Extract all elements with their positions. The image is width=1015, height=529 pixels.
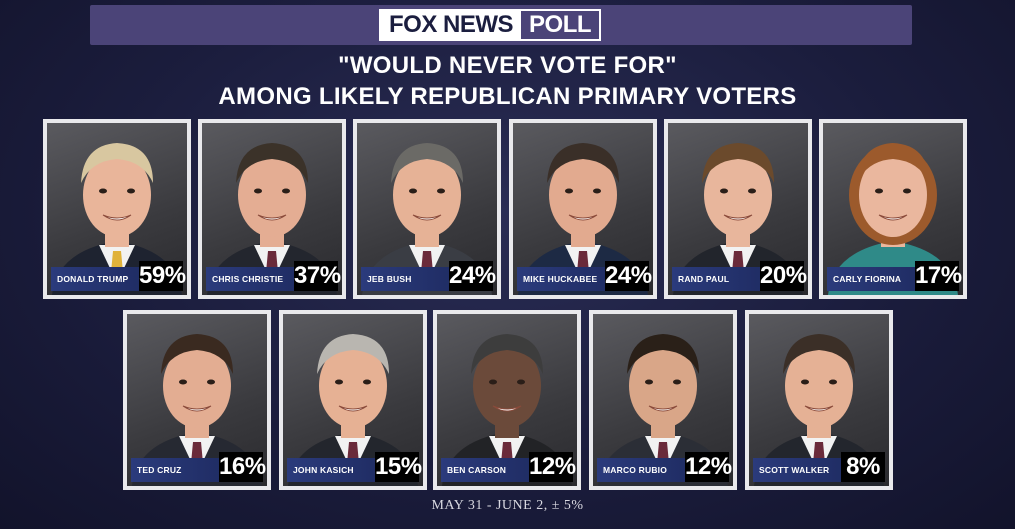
candidate-photo: CHRIS CHRISTIE 37% [202, 123, 342, 295]
candidate-percent: 20% [760, 261, 807, 291]
candidate-percent: 12% [685, 452, 732, 482]
candidate-photo: DONALD TRUMP 59% [47, 123, 187, 295]
candidate-card: CARLY FIORINA 17% [819, 119, 967, 299]
candidate-photo: BEN CARSON 12% [437, 314, 577, 486]
candidate-card: TED CRUZ 16% [123, 310, 271, 490]
candidate-card: JEB BUSH 24% [353, 119, 501, 299]
candidate-percent: 24% [449, 261, 496, 291]
candidate-photo: MARCO RUBIO 12% [593, 314, 733, 486]
candidate-name: SCOTT WALKER [753, 458, 849, 482]
candidate-percent: 15% [375, 452, 422, 482]
candidate-card: MIKE HUCKABEE 24% [509, 119, 657, 299]
candidate-portrait [442, 334, 572, 486]
candidate-percent: 17% [915, 261, 962, 291]
poll-date-margin: MAY 31 - JUNE 2, ± 5% [431, 498, 584, 513]
candidate-percent: 8% [841, 452, 885, 482]
candidate-photo: TED CRUZ 16% [127, 314, 267, 486]
candidate-name: CHRIS CHRISTIE [206, 267, 302, 291]
candidate-name: DONALD TRUMP [51, 267, 147, 291]
logo-fox-news: FOX NEWS [381, 11, 522, 39]
candidate-percent: 37% [294, 261, 341, 291]
candidate-name: CARLY FIORINA [827, 267, 923, 291]
candidate-card: RAND PAUL 20% [664, 119, 812, 299]
candidate-card: MARCO RUBIO 12% [589, 310, 737, 490]
candidate-name: JOHN KASICH [287, 458, 383, 482]
candidate-card: SCOTT WALKER 8% [745, 310, 893, 490]
candidate-percent: 24% [605, 261, 652, 291]
candidate-photo: CARLY FIORINA 17% [823, 123, 963, 295]
candidate-card: CHRIS CHRISTIE 37% [198, 119, 346, 299]
candidate-percent: 59% [139, 261, 186, 291]
candidate-percent: 12% [529, 452, 576, 482]
chart-subtitle: AMONG LIKELY REPUBLICAN PRIMARY VOTERS [218, 83, 797, 110]
candidate-photo: MIKE HUCKABEE 24% [513, 123, 653, 295]
chart-title: "WOULD NEVER VOTE FOR" [338, 52, 677, 79]
candidate-name: BEN CARSON [441, 458, 537, 482]
candidate-photo: RAND PAUL 20% [668, 123, 808, 295]
candidate-name: TED CRUZ [131, 458, 227, 482]
candidate-name: MARCO RUBIO [597, 458, 693, 482]
candidate-card: JOHN KASICH 15% [279, 310, 427, 490]
candidate-photo: SCOTT WALKER 8% [749, 314, 889, 486]
candidate-card: BEN CARSON 12% [433, 310, 581, 490]
candidate-percent: 16% [219, 452, 266, 482]
logo-poll: POLL [529, 11, 592, 38]
candidate-name: JEB BUSH [361, 267, 457, 291]
fox-news-poll-logo: FOX NEWS POLL [379, 9, 602, 41]
candidate-name: MIKE HUCKABEE [517, 267, 613, 291]
candidate-photo: JEB BUSH 24% [357, 123, 497, 295]
candidate-card: DONALD TRUMP 59% [43, 119, 191, 299]
candidate-photo: JOHN KASICH 15% [283, 314, 423, 486]
candidate-name: RAND PAUL [672, 267, 768, 291]
